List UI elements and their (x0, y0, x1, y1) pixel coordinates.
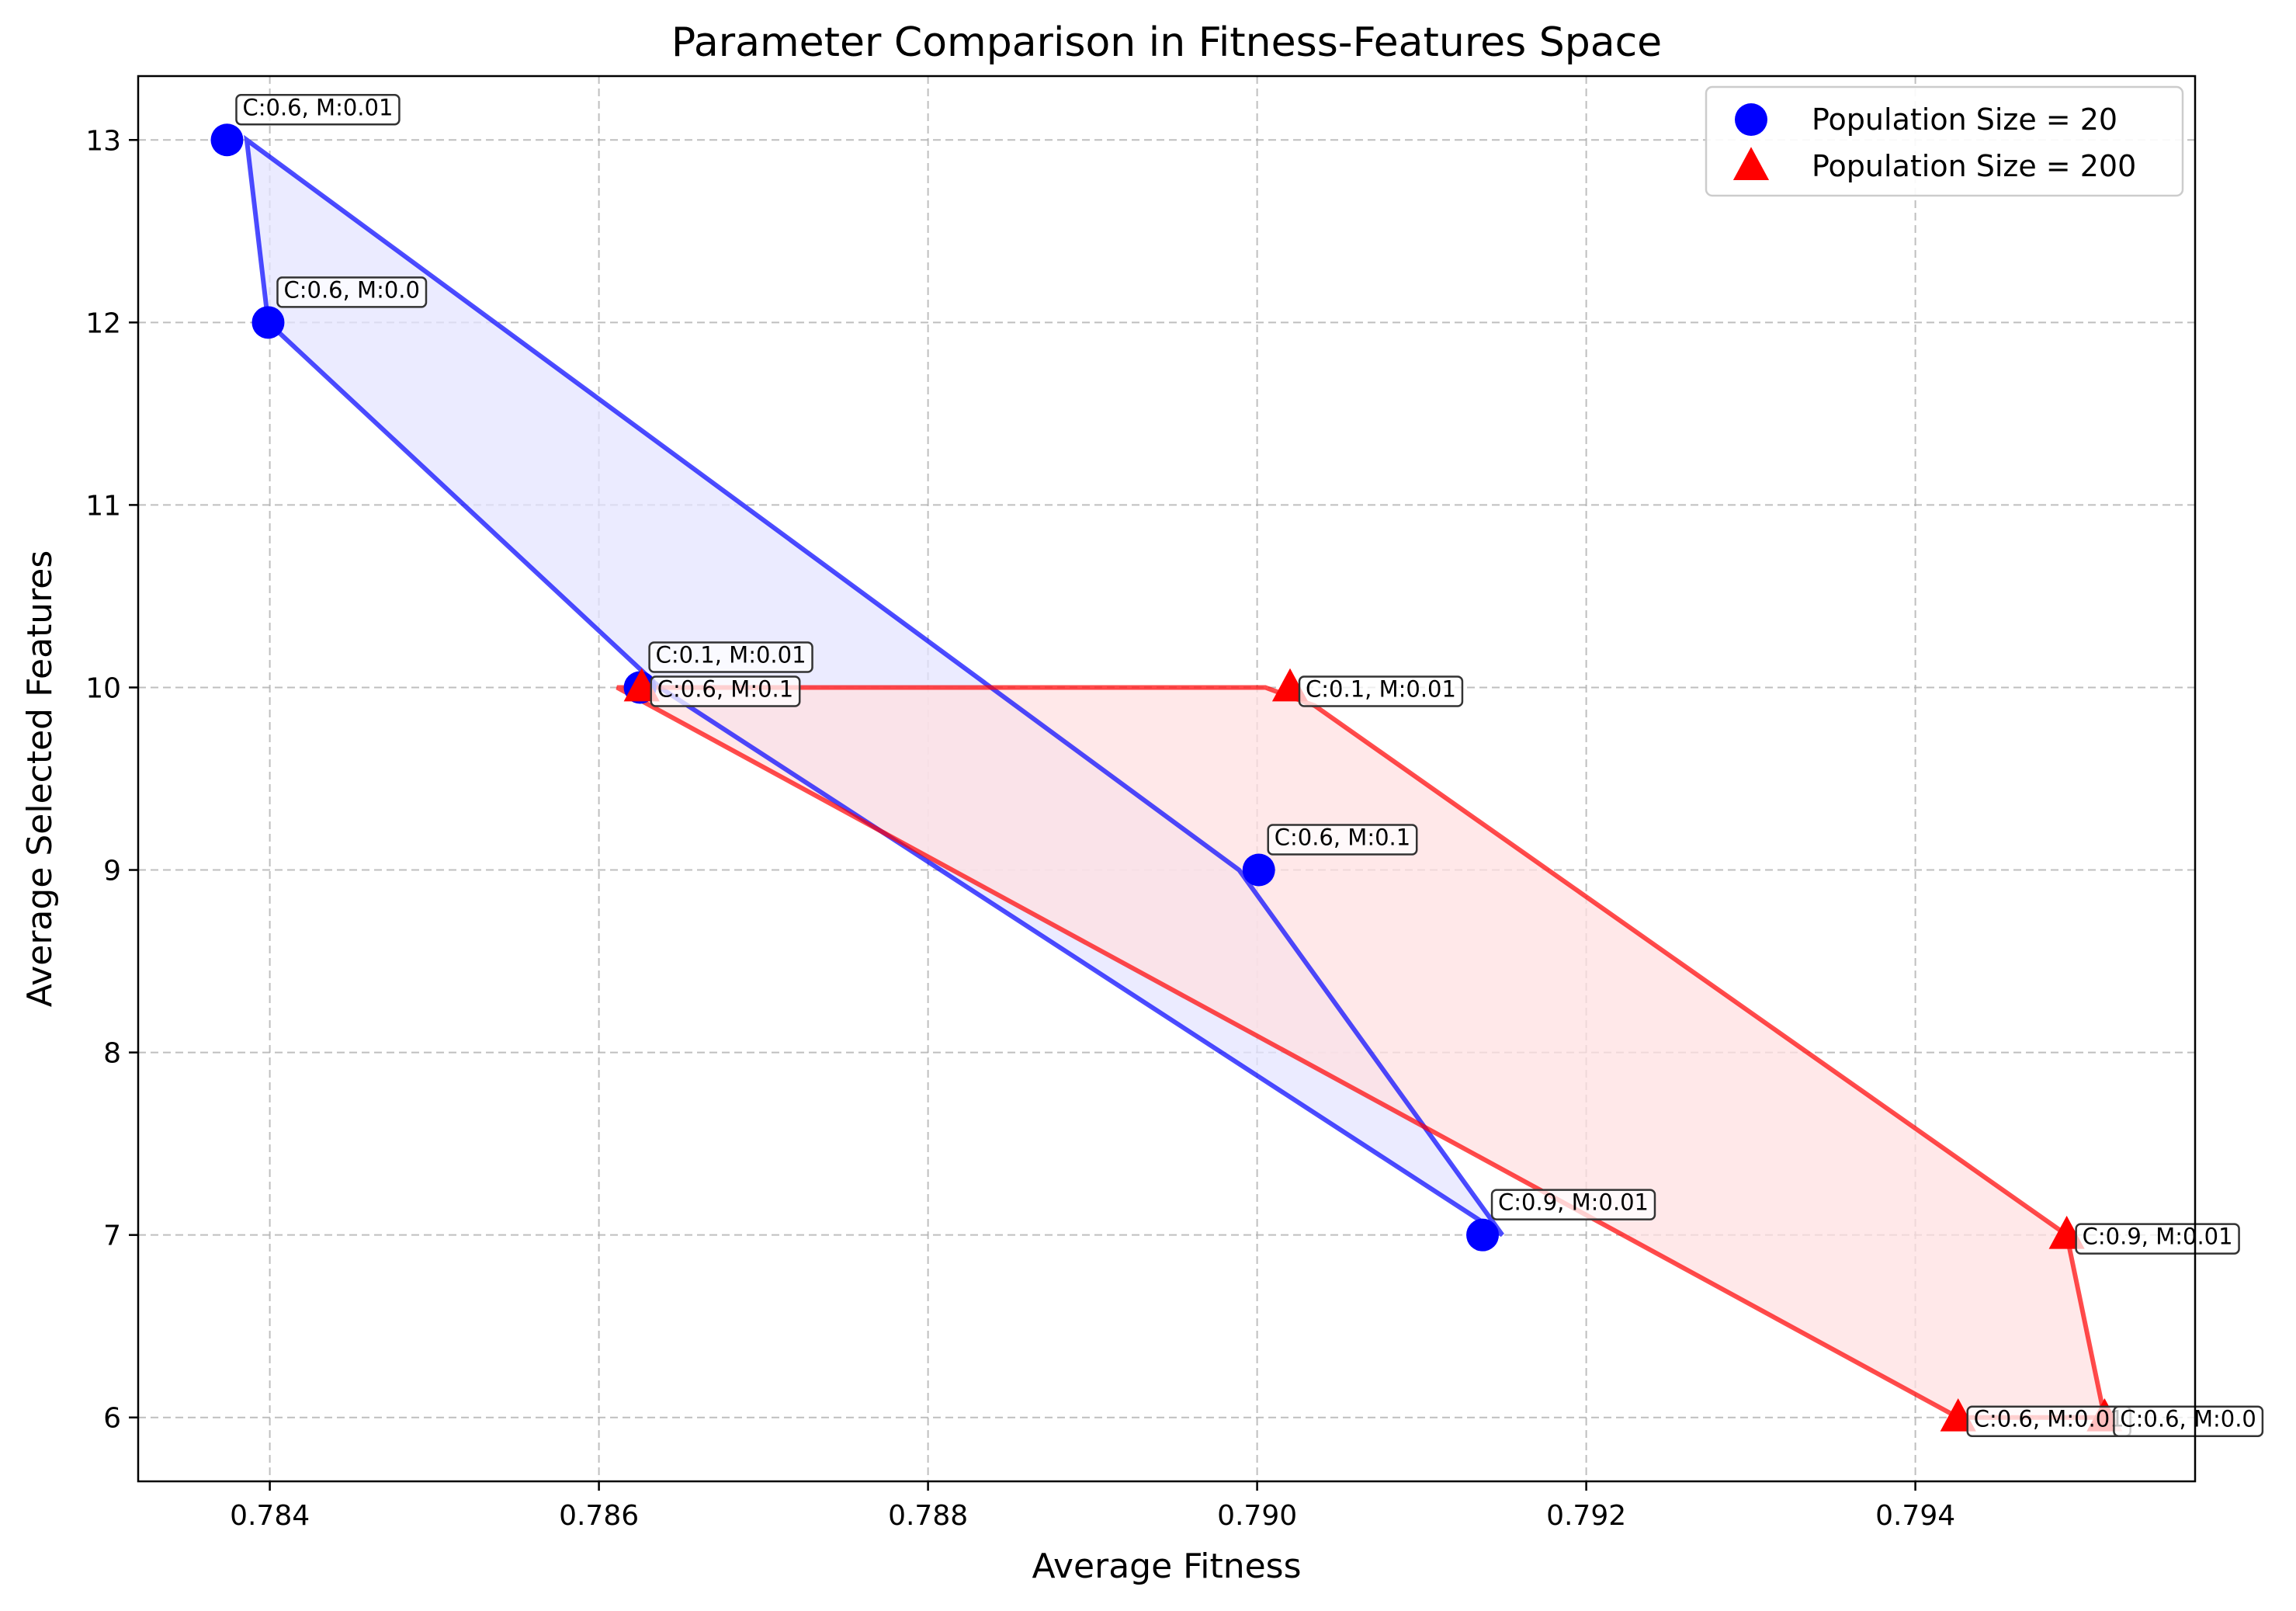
point-annotation: C:0.6, M:0.0 (276, 276, 428, 308)
point-annotation: C:0.6, M:0.1 (650, 675, 801, 707)
hull-outline-series-0 (244, 134, 1504, 1238)
plot-frame (137, 75, 2197, 1483)
annotation-box (1490, 1189, 1656, 1220)
data-point-series-0 (1242, 853, 1275, 887)
point-annotation: C:0.9, M:0.01 (1490, 1189, 1656, 1220)
legend-label-series-0: Population Size = 20 (1812, 102, 2117, 137)
x-tick-label: 0.794 (1875, 1500, 1955, 1532)
y-tick-label: 9 (103, 856, 121, 887)
x-axis-ticks: 0.784 0.786 0.788 0.790 0.792 0.794 (230, 1481, 1955, 1532)
hull-fill-series-1 (616, 687, 2105, 1418)
point-annotation: C:0.6, M:0.0 (2113, 1405, 2264, 1437)
y-tick-label: 12 (85, 307, 121, 339)
data-point-series-0 (251, 306, 285, 339)
y-tick-label: 8 (103, 1038, 121, 1070)
annotation-label: C:0.1, M:0.01 (656, 641, 806, 668)
data-point-series-0 (1466, 1218, 1500, 1252)
x-tick-label: 0.790 (1217, 1500, 1297, 1532)
annotation-label: C:0.6, M:0.0 (283, 276, 419, 303)
annotation-box (2075, 1223, 2240, 1255)
y-tick-label: 6 (103, 1403, 121, 1435)
x-tick-label: 0.788 (888, 1500, 968, 1532)
legend-label-series-1: Population Size = 200 (1812, 149, 2136, 183)
y-tick-label: 7 (103, 1220, 121, 1252)
annotation-box (235, 94, 401, 126)
annotation-box (1298, 675, 1464, 707)
annotation-label: C:0.6, M:0.0 (2120, 1406, 2256, 1432)
annotation-label: C:0.1, M:0.01 (1306, 675, 1456, 702)
point-annotations: C:0.6, M:0.01C:0.6, M:0.0C:0.1, M:0.01C:… (235, 94, 2264, 1437)
point-annotation: C:0.6, M:0.01 (235, 94, 401, 126)
annotation-label: C:0.6, M:0.01 (1974, 1406, 2124, 1432)
annotation-label: C:0.9, M:0.01 (2083, 1224, 2233, 1250)
annotation-box (1267, 824, 1418, 856)
point-annotation: C:0.1, M:0.01 (1298, 675, 1464, 707)
annotation-box (648, 641, 813, 673)
annotation-label: C:0.6, M:0.01 (242, 94, 393, 120)
point-annotation: C:0.6, M:0.1 (1267, 824, 1418, 856)
annotation-box (2113, 1405, 2264, 1437)
y-tick-label: 10 (85, 672, 121, 704)
x-axis-label: Average Fitness (1032, 1547, 1301, 1586)
x-tick-label: 0.786 (559, 1500, 639, 1532)
annotation-label: C:0.9, M:0.01 (1498, 1189, 1649, 1216)
legend-marker-series-1 (1732, 147, 1770, 180)
legend-box (1705, 85, 2184, 197)
legend-marker-series-0 (1735, 103, 1767, 136)
y-axis-label: Average Selected Features (20, 550, 60, 1008)
legend: Population Size = 20 Population Size = 20… (1705, 85, 2184, 197)
data-point-series-0 (210, 123, 244, 157)
point-annotation: C:0.1, M:0.01 (648, 641, 813, 673)
annotation-label: C:0.6, M:0.1 (657, 675, 794, 702)
y-tick-label: 11 (85, 490, 121, 522)
y-axis-ticks: 6 7 8 9 10 11 12 13 (85, 125, 138, 1435)
annotation-label: C:0.6, M:0.1 (1275, 825, 1411, 851)
x-tick-label: 0.784 (230, 1500, 310, 1532)
y-tick-label: 13 (85, 125, 121, 157)
annotation-box (650, 675, 801, 707)
x-tick-label: 0.792 (1546, 1500, 1626, 1532)
point-annotation: C:0.9, M:0.01 (2075, 1223, 2240, 1255)
point-annotation: C:0.6, M:0.01 (1966, 1405, 2131, 1437)
annotation-box (276, 276, 428, 308)
chart-title: Parameter Comparison in Fitness-Features… (671, 19, 1662, 66)
